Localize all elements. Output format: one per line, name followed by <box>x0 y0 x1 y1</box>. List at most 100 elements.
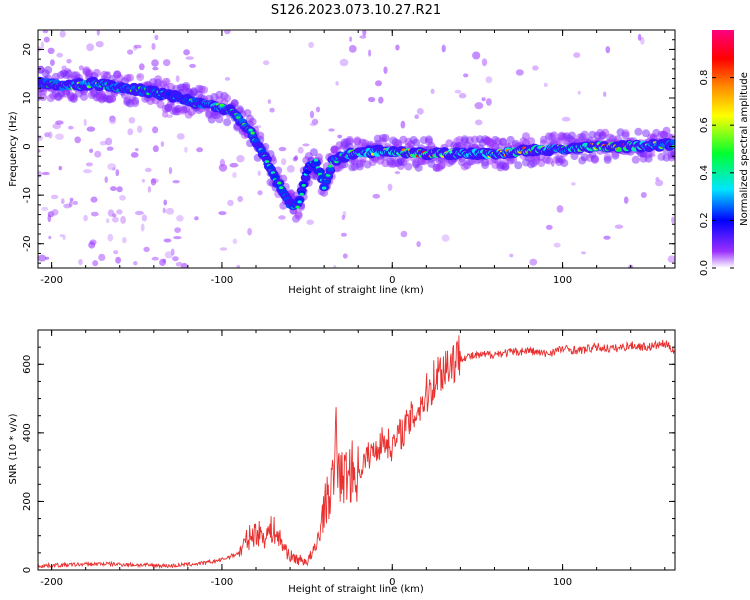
heatmap-ridge-cell <box>299 192 304 196</box>
heatmap-noise-cell <box>105 137 113 146</box>
heatmap-noise-cell <box>48 235 52 240</box>
heatmap-noise-cell <box>59 234 64 238</box>
heatmap-halo-cell <box>39 93 48 102</box>
heatmap-noise-cell <box>257 190 263 196</box>
heatmap-noise-cell <box>69 197 74 202</box>
heatmap-noise-cell <box>48 131 53 139</box>
heatmap-noise-cell <box>162 207 166 214</box>
heatmap-noise-cell <box>227 199 234 207</box>
heatmap-noise-cell <box>95 41 104 48</box>
heatmap-noise-cell <box>175 75 180 83</box>
heatmap-halo-cell <box>522 132 530 141</box>
heatmap-noise-cell <box>174 227 182 234</box>
heatmap-noise-cell <box>219 247 228 251</box>
heatmap-noise-cell <box>68 125 74 130</box>
heatmap-ridge-cell <box>312 160 320 166</box>
heatmap-halo-cell <box>590 155 599 164</box>
heatmap-noise-cell <box>400 120 406 129</box>
heatmap-noise-cell <box>458 93 467 99</box>
heatmap-halo-cell <box>136 73 145 81</box>
colorbar-tick-label: 0.2 <box>699 212 710 228</box>
heatmap-noise-cell <box>485 76 493 84</box>
heatmap-noise-cell <box>237 195 243 203</box>
x-tick-label: -200 <box>40 577 63 588</box>
heatmap-ridge-cell <box>271 174 279 180</box>
heatmap-noise-cell <box>515 69 524 76</box>
heatmap-noise-cell <box>306 219 315 225</box>
heatmap-noise-cell <box>173 236 182 240</box>
heatmap-noise-cell <box>83 169 92 174</box>
heatmap-noise-cell <box>130 152 139 158</box>
heatmap-halo-cell <box>412 138 421 147</box>
heatmap-noise-cell <box>577 90 581 95</box>
heatmap-noise-cell <box>135 148 139 152</box>
heatmap-halo-cell <box>126 73 134 82</box>
heatmap-halo-cell <box>545 156 553 165</box>
heatmap-noise-cell <box>141 178 145 183</box>
heatmap-noise-cell <box>184 146 188 153</box>
heatmap-noise-cell <box>72 200 79 205</box>
snr-panel: -200 -100 0 100 0 200 400 600 Height of straigh… <box>8 329 676 595</box>
x-tick-label: 100 <box>553 275 572 286</box>
heatmap-noise-cell <box>263 60 270 66</box>
heatmap-ridge-cell <box>238 118 246 124</box>
heatmap-halo-cell <box>294 212 303 220</box>
x-tick-label: 100 <box>553 577 572 588</box>
heatmap-noise-cell <box>38 46 42 52</box>
heatmap-noise-cell <box>42 30 49 34</box>
heatmap-noise-cell <box>176 133 185 140</box>
heatmap-ridge-cell <box>328 164 333 168</box>
y-tick-label: 20 <box>22 43 33 56</box>
snr-series-line <box>38 335 675 570</box>
heatmap-noise-cell <box>394 171 401 175</box>
colorbar-label: Normalized spectral amplitude <box>739 72 750 226</box>
heatmap-xlabel: Height of straight line (km) <box>288 285 424 296</box>
heatmap-ridge-cell <box>295 205 300 209</box>
heatmap-ridge-cell <box>301 183 306 187</box>
colorbar-tick-label: 0.4 <box>699 165 710 181</box>
heatmap-noise-cell <box>159 258 166 266</box>
heatmap-noise-cell <box>302 143 310 147</box>
heatmap-noise-cell <box>38 149 41 153</box>
heatmap-noise-cell <box>194 216 199 221</box>
heatmap-noise-cell <box>109 118 117 125</box>
heatmap-noise-cell <box>655 177 660 181</box>
heatmap-noise-cell <box>47 47 55 54</box>
heatmap-noise-cell <box>183 49 191 56</box>
heatmap-halo-cell <box>161 77 170 86</box>
heatmap-halo-cell <box>414 163 423 172</box>
heatmap-noise-cell <box>573 52 581 58</box>
heatmap-noise-cell <box>163 238 172 243</box>
heatmap-noise-cell <box>138 63 145 71</box>
heatmap-noise-cell <box>553 242 561 248</box>
heatmap-noise-cell <box>51 209 59 216</box>
heatmap-noise-cell <box>236 264 241 268</box>
heatmap-noise-cell <box>474 102 484 110</box>
heatmap-noise-cell <box>315 106 321 113</box>
heatmap-noise-cell <box>85 162 93 167</box>
heatmap-noise-cell <box>176 215 184 222</box>
heatmap-noise-cell <box>55 133 64 140</box>
heatmap-noise-cell <box>165 207 175 215</box>
heatmap-noise-cell <box>128 117 136 124</box>
colorbar-ticks: 0.0 0.2 0.4 0.6 0.8 <box>699 70 734 276</box>
heatmap-noise-cell <box>581 251 586 255</box>
heatmap-noise-cell <box>163 199 167 206</box>
heatmap-noise-cell <box>267 99 272 104</box>
heatmap-noise-cell <box>340 232 347 237</box>
heatmap-noise-cell <box>236 155 245 163</box>
heatmap-ridge-cell <box>316 169 324 175</box>
heatmap-noise-cell <box>143 246 150 253</box>
snr-ticks: -200 -100 0 100 0 200 400 600 <box>22 329 675 588</box>
heatmap-noise-cell <box>83 214 88 222</box>
heatmap-noise-cell <box>163 59 171 67</box>
heatmap-noise-cell <box>78 65 84 71</box>
heatmap-ridge-cell <box>261 155 272 164</box>
heatmap-noise-cell <box>133 261 138 266</box>
heatmap-ridge-cell <box>326 166 334 172</box>
heatmap-halo-cell <box>550 131 559 140</box>
heatmap-noise-cell <box>368 49 372 57</box>
snr-xlabel: Height of straight line (km) <box>288 584 424 595</box>
colorbar-gradient <box>712 30 734 268</box>
